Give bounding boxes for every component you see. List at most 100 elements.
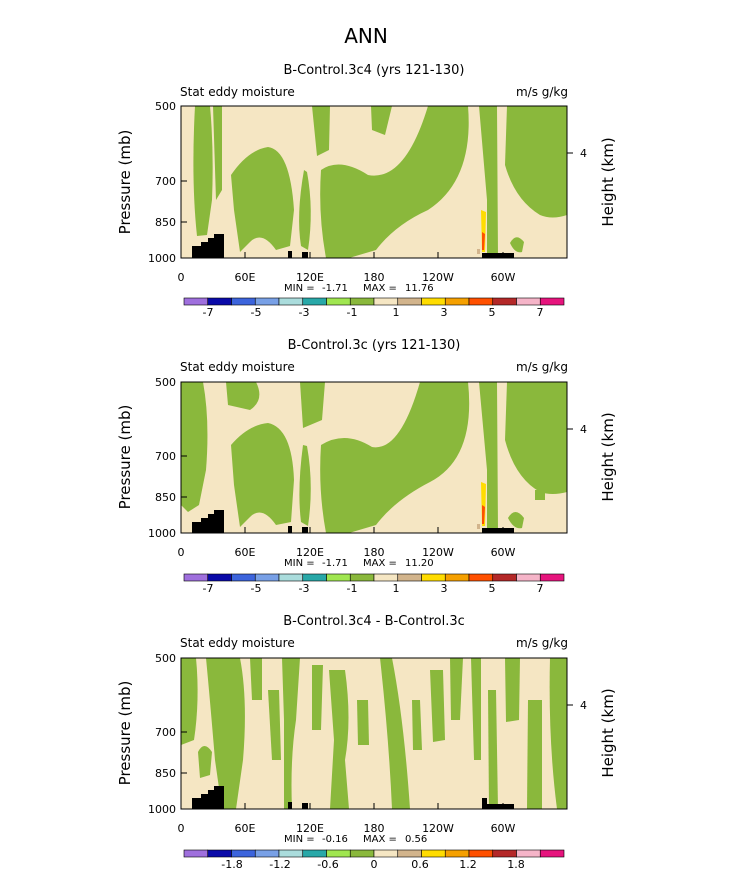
colorbar-label: 1 bbox=[393, 582, 400, 595]
negative-region bbox=[450, 658, 463, 720]
negative-region bbox=[320, 382, 470, 533]
x-tick-label: 60W bbox=[491, 822, 516, 835]
colorbar-label: 3 bbox=[441, 582, 448, 595]
colorbar-label: -1 bbox=[347, 582, 358, 595]
min-value: -0.16 bbox=[322, 834, 348, 845]
colorbar-label: 0.6 bbox=[411, 858, 429, 871]
colorbar-swatch bbox=[326, 573, 351, 582]
colorbar bbox=[183, 849, 565, 858]
negative-region bbox=[505, 106, 567, 218]
min-label: MIN = bbox=[284, 834, 315, 845]
land-mask-shape bbox=[482, 253, 514, 258]
colorbar-swatch bbox=[278, 849, 304, 858]
colorbar-label: -1.8 bbox=[221, 858, 242, 871]
x-tick-label: 60W bbox=[491, 546, 516, 559]
colorbar-swatch bbox=[231, 297, 256, 306]
panel-3: B-Control.3c4 - B-Control.3c Stat eddy m… bbox=[116, 614, 617, 871]
colorbar-swatch bbox=[349, 849, 375, 858]
x-tick-label: 120E bbox=[296, 271, 324, 284]
x-tick-label: 120W bbox=[422, 822, 454, 835]
y-tick-label: 850 bbox=[155, 491, 176, 504]
land-mask-shape bbox=[192, 234, 224, 258]
colorbar-swatch bbox=[254, 849, 280, 858]
panel-1: B-Control.3c4 (yrs 121-130) Stat eddy mo… bbox=[116, 63, 617, 319]
max-value: 11.76 bbox=[405, 283, 434, 294]
negative-region bbox=[479, 382, 498, 533]
colorbar-labels: -7 -5 -3 -1 1 3 5 7 bbox=[203, 306, 544, 319]
negative-region bbox=[299, 170, 311, 250]
colorbar-label: 1 bbox=[393, 306, 400, 319]
x-tick-label: 180 bbox=[364, 271, 385, 284]
min-label: MIN = bbox=[284, 283, 315, 294]
negative-regions bbox=[181, 658, 567, 809]
colorbar-swatch bbox=[539, 849, 565, 858]
max-label: MAX = bbox=[363, 558, 397, 569]
units-label: m/s g/kg bbox=[516, 636, 568, 650]
y2-tick-label: 4 bbox=[580, 147, 587, 160]
colorbar-swatch bbox=[397, 573, 422, 582]
y2-axis-label: Height (km) bbox=[599, 412, 617, 501]
colorbar-swatch bbox=[254, 297, 280, 306]
y-axis-label: Pressure (mb) bbox=[116, 681, 134, 786]
y-axis: 500 700 850 1000 bbox=[148, 100, 187, 265]
negative-region bbox=[535, 490, 545, 500]
negative-region bbox=[508, 512, 524, 529]
high-values bbox=[477, 482, 486, 529]
negative-region bbox=[380, 658, 410, 809]
colorbar-swatch bbox=[231, 573, 256, 582]
colorbar-swatch bbox=[349, 297, 375, 306]
y-tick-label: 500 bbox=[155, 376, 176, 389]
max-value: 11.20 bbox=[405, 558, 434, 569]
colorbar-swatch bbox=[421, 573, 446, 582]
colorbar-swatch bbox=[207, 849, 232, 858]
colorbar-swatch bbox=[468, 573, 494, 582]
land-mask-shape bbox=[288, 802, 292, 809]
x-tick-label: 60W bbox=[491, 271, 516, 284]
colorbar-labels: -7 -5 -3 -1 1 3 5 7 bbox=[203, 582, 544, 595]
colorbar-swatch bbox=[492, 573, 517, 582]
colorbar-swatch bbox=[468, 849, 494, 858]
colorbar-swatch bbox=[516, 573, 541, 582]
colorbar-swatch bbox=[231, 849, 256, 858]
y-axis: 500 700 850 1000 bbox=[148, 376, 187, 540]
negative-region bbox=[268, 690, 281, 760]
figure-title: ANN bbox=[344, 24, 388, 48]
y-tick-label: 700 bbox=[155, 175, 176, 188]
colorbar-label: 1.8 bbox=[507, 858, 525, 871]
colorbar bbox=[183, 297, 565, 306]
colorbar-swatch bbox=[302, 849, 327, 858]
high-value-region bbox=[482, 232, 485, 250]
panel-title: B-Control.3c4 (yrs 121-130) bbox=[284, 63, 465, 78]
colorbar-swatch bbox=[207, 297, 232, 306]
colorbar-label: -3 bbox=[299, 582, 310, 595]
x-tick-label: 120E bbox=[296, 822, 324, 835]
negative-region bbox=[250, 658, 262, 700]
min-label: MIN = bbox=[284, 558, 315, 569]
units-label: m/s g/kg bbox=[516, 360, 568, 374]
x-tick-label: 60E bbox=[235, 271, 256, 284]
colorbar-swatch bbox=[421, 849, 446, 858]
field-label: Stat eddy moisture bbox=[180, 360, 295, 374]
negative-regions bbox=[193, 106, 567, 258]
y2-tick-label: 4 bbox=[580, 699, 587, 712]
colorbar-swatch bbox=[349, 573, 375, 582]
land-mask-shape bbox=[482, 528, 514, 533]
negative-region bbox=[505, 382, 567, 494]
colorbar-label: -1 bbox=[347, 306, 358, 319]
min-value: -1.71 bbox=[322, 558, 348, 569]
colorbar-swatch bbox=[278, 297, 304, 306]
x-tick-label: 60E bbox=[235, 822, 256, 835]
y-axis-label: Pressure (mb) bbox=[116, 405, 134, 510]
colorbar-swatch bbox=[373, 297, 399, 306]
colorbar-swatch bbox=[302, 573, 327, 582]
negative-region bbox=[231, 147, 294, 252]
colorbar-swatch bbox=[492, 849, 517, 858]
negative-region bbox=[488, 690, 498, 809]
negative-region bbox=[181, 658, 198, 745]
min-value: -1.71 bbox=[322, 283, 348, 294]
negative-region bbox=[312, 665, 323, 730]
colorbar-label: -7 bbox=[203, 582, 214, 595]
high-value-region bbox=[477, 249, 480, 254]
min-max-readout: MIN = -1.71 MAX = 11.20 bbox=[284, 558, 434, 569]
